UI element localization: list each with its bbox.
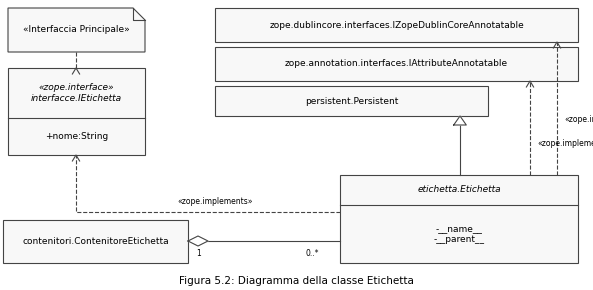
Text: contenitori.ContenitoreEtichetta: contenitori.ContenitoreEtichetta — [22, 237, 169, 246]
Text: +nome:String: +nome:String — [45, 132, 108, 141]
Text: «zope.interface»
interfacce.IEtichetta: «zope.interface» interfacce.IEtichetta — [31, 83, 122, 103]
Bar — [340, 175, 578, 263]
Text: «zope.implements»: «zope.implements» — [564, 115, 593, 124]
Text: 0..*: 0..* — [305, 249, 318, 258]
Bar — [215, 8, 578, 42]
Text: 1: 1 — [196, 249, 201, 258]
Polygon shape — [454, 116, 466, 125]
Polygon shape — [8, 8, 145, 52]
Text: -__name__
-__parent__: -__name__ -__parent__ — [433, 224, 484, 244]
Bar — [215, 47, 578, 81]
Text: zope.dublincore.interfaces.IZopeDublinCoreAnnotatable: zope.dublincore.interfaces.IZopeDublinCo… — [269, 21, 524, 30]
Text: etichetta.Etichetta: etichetta.Etichetta — [417, 186, 501, 195]
Text: Figura 5.2: Diagramma della classe Etichetta: Figura 5.2: Diagramma della classe Etich… — [179, 276, 414, 286]
Bar — [3, 220, 188, 263]
Bar — [215, 86, 488, 116]
Polygon shape — [188, 236, 208, 246]
Text: «zope.implements»: «zope.implements» — [177, 197, 253, 206]
Text: «zope.implements»: «zope.implements» — [537, 139, 593, 148]
Text: persistent.Persistent: persistent.Persistent — [305, 97, 398, 106]
Text: zope.annotation.interfaces.IAttributeAnnotatable: zope.annotation.interfaces.IAttributeAnn… — [285, 59, 508, 68]
Text: «Interfaccia Principale»: «Interfaccia Principale» — [23, 26, 130, 35]
Bar — [8, 68, 145, 155]
